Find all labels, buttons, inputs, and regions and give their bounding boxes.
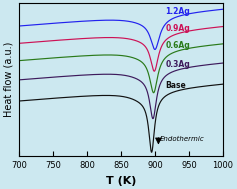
Text: Endothermic: Endothermic xyxy=(160,136,205,142)
Text: 0.3Ag: 0.3Ag xyxy=(165,60,190,69)
Y-axis label: Heat flow (a.u.): Heat flow (a.u.) xyxy=(4,42,14,118)
Text: 0.6Ag: 0.6Ag xyxy=(165,41,190,50)
Text: 0.9Ag: 0.9Ag xyxy=(165,24,190,33)
X-axis label: T (K): T (K) xyxy=(106,176,136,186)
Text: 1.2Ag: 1.2Ag xyxy=(165,7,190,16)
Text: Base: Base xyxy=(165,81,186,90)
